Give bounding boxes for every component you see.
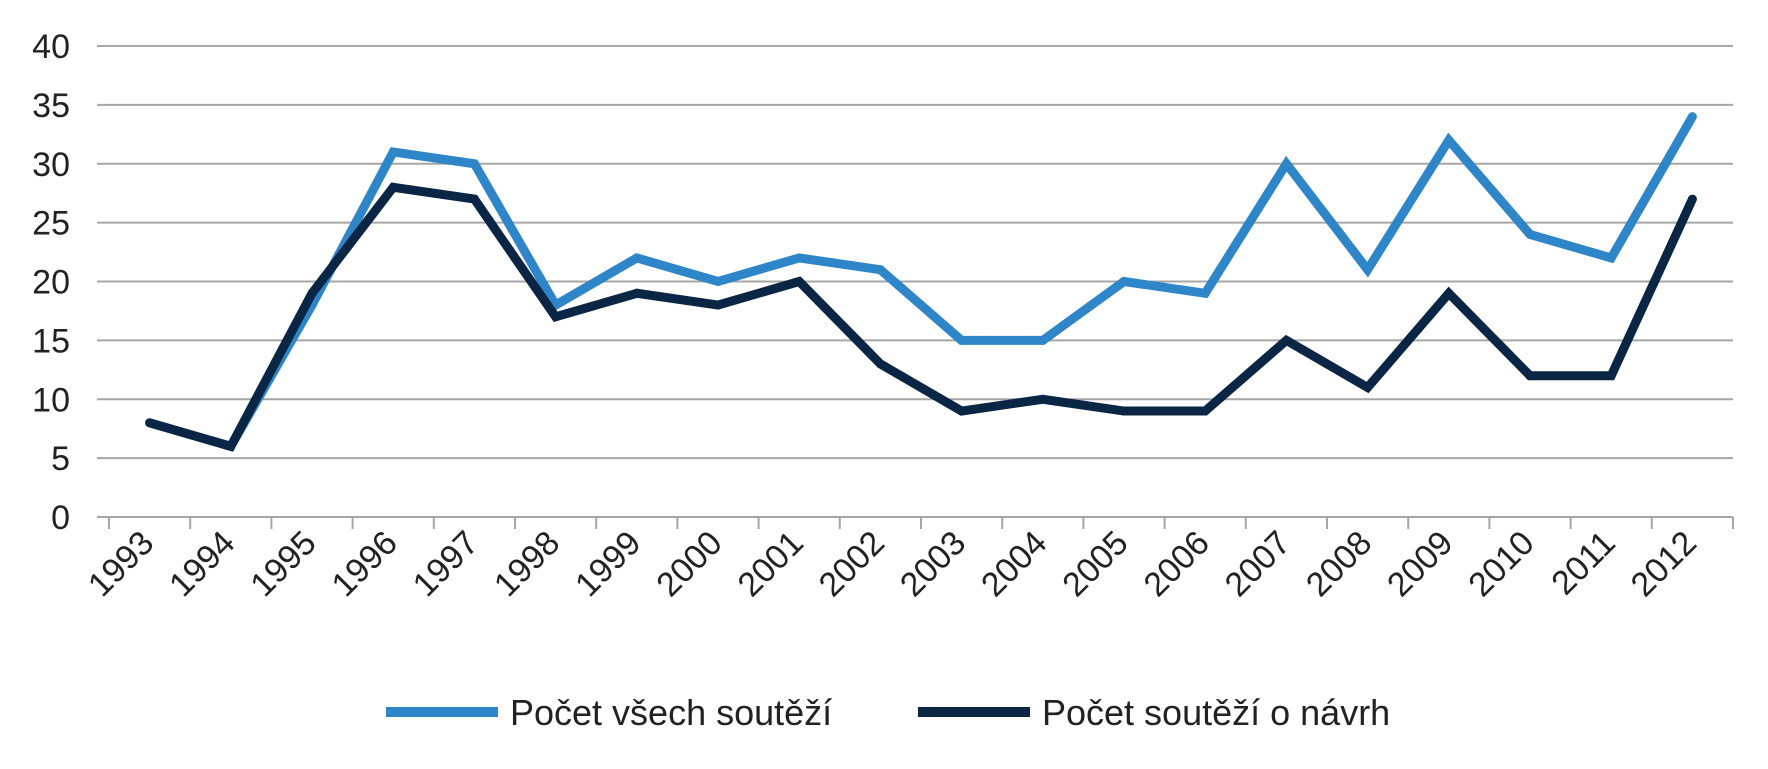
data-point <box>1444 288 1454 298</box>
data-point <box>1038 394 1048 404</box>
data-point <box>957 335 967 345</box>
data-point <box>1363 382 1373 392</box>
x-tick-label: 2003 <box>893 524 973 604</box>
data-point <box>713 300 723 310</box>
x-tick-label: 2004 <box>974 524 1054 604</box>
y-tick-label: 25 <box>32 205 70 243</box>
x-tick-label: 2007 <box>1218 524 1298 604</box>
data-point <box>957 406 967 416</box>
series-line-1 <box>148 114 1697 452</box>
x-tick-label: 1999 <box>568 524 648 604</box>
x-tick-label: 2005 <box>1055 524 1135 604</box>
legend-label: Počet všech soutěží <box>510 692 832 733</box>
series-1 <box>145 112 1697 452</box>
data-point <box>469 159 479 169</box>
data-point <box>1119 406 1129 416</box>
data-point <box>388 147 398 157</box>
data-point <box>1525 371 1535 381</box>
series-line-2 <box>148 182 1697 452</box>
data-point <box>713 277 723 286</box>
series-lines <box>145 112 1697 452</box>
x-tick-label: 2001 <box>731 524 811 604</box>
x-tick-label: 2002 <box>812 524 892 604</box>
data-point <box>145 418 155 428</box>
y-tick-label: 30 <box>32 146 70 184</box>
x-tick-label: 2010 <box>1461 524 1541 604</box>
data-point <box>794 277 804 286</box>
legend: Počet všech soutěží Počet soutěží o návrh <box>386 692 1390 733</box>
data-point <box>632 288 642 298</box>
y-tick-label: 20 <box>32 264 70 302</box>
data-point <box>1038 335 1048 345</box>
y-tick-label: 10 <box>32 381 70 419</box>
data-point <box>794 253 804 263</box>
legend-label: Počet soutěží o návrh <box>1042 692 1390 733</box>
data-point <box>1119 277 1129 286</box>
x-tick-label: 2006 <box>1137 524 1217 604</box>
y-tick-label: 15 <box>32 322 70 360</box>
data-point <box>551 312 561 322</box>
data-point <box>226 441 236 451</box>
x-tick-label: 1996 <box>325 524 405 604</box>
data-point <box>388 182 398 192</box>
data-point <box>1606 253 1616 263</box>
data-point <box>1687 112 1697 122</box>
data-point <box>1606 371 1616 381</box>
data-point <box>307 288 317 298</box>
data-point <box>1687 194 1697 204</box>
legend-item-2: Počet soutěží o návrh <box>918 692 1390 733</box>
x-tick-label: 2008 <box>1299 524 1379 604</box>
x-tick-label: 1995 <box>243 524 323 604</box>
data-point <box>1200 288 1210 298</box>
y-tick-label: 35 <box>32 87 70 125</box>
x-tick-label: 2000 <box>649 524 729 604</box>
data-point <box>1200 406 1210 416</box>
data-point <box>1444 135 1454 145</box>
data-point <box>1363 265 1373 275</box>
axes: 0 5 10 15 20 25 30 35 40 1993 1994 1995 1996 1997 1998… <box>32 28 1734 604</box>
legend-item-1: Počet všech soutěží <box>386 692 832 733</box>
x-tick-label: 2012 <box>1624 524 1704 604</box>
data-point <box>1525 229 1535 239</box>
y-tick-label: 40 <box>32 28 70 66</box>
y-tick-label: 5 <box>51 440 70 478</box>
x-tick-label: 1998 <box>487 524 567 604</box>
x-tick-label: 1994 <box>162 524 242 604</box>
data-point <box>1281 159 1291 169</box>
x-tick-label: 1993 <box>81 524 161 604</box>
data-point <box>875 359 885 369</box>
y-tick-label: 0 <box>51 499 70 537</box>
x-tick-label: 2009 <box>1380 524 1460 604</box>
data-point <box>632 253 642 263</box>
x-tick-label: 2011 <box>1544 524 1623 603</box>
data-point <box>875 265 885 275</box>
x-tick-label: 1997 <box>406 524 486 604</box>
series-2 <box>145 182 1697 452</box>
data-point <box>469 194 479 204</box>
data-point <box>1281 335 1291 345</box>
